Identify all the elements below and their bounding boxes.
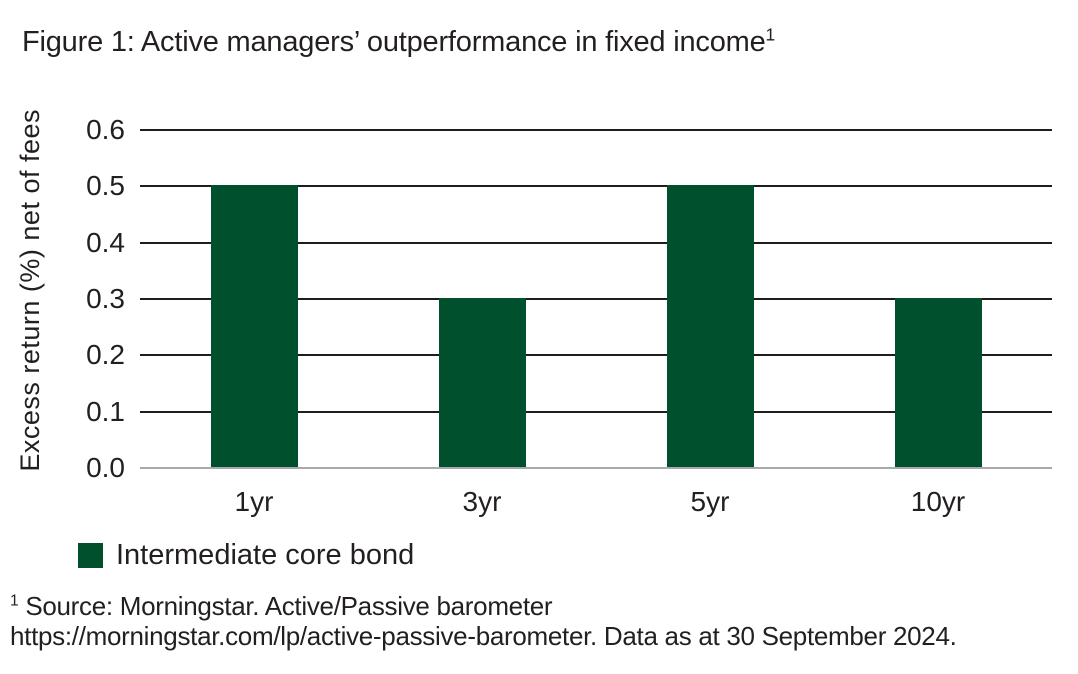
y-tick-label: 0.4: [86, 227, 125, 258]
figure-title: Figure 1: Active managers’ outperformanc…: [22, 26, 775, 59]
legend-label: Intermediate core bond: [116, 539, 415, 571]
gridline: [140, 185, 1052, 187]
gridline: [140, 298, 1052, 300]
gridline: [140, 411, 1052, 413]
bar-10yr: [895, 298, 982, 467]
footnote-line-2: https://morningstar.com/lp/active-passiv…: [10, 621, 957, 651]
bar-1yr: [211, 185, 298, 467]
legend: Intermediate core bond: [78, 539, 414, 572]
legend-swatch: [78, 543, 103, 568]
y-tick-label: 0.2: [86, 339, 125, 370]
x-axis-label: 5yr: [690, 486, 730, 517]
title-footnote-marker: 1: [765, 24, 776, 45]
y-tick-label: 0.6: [86, 114, 125, 145]
footnote: 1 Source: Morningstar. Active/Passive ba…: [10, 591, 957, 651]
bar-3yr: [439, 298, 526, 467]
gridline: [140, 354, 1052, 356]
footnote-source-text: Source: Morningstar. Active/Passive baro…: [25, 591, 553, 621]
y-tick-label: 0.1: [86, 396, 125, 427]
footnote-line-1: 1 Source: Morningstar. Active/Passive ba…: [10, 591, 957, 621]
x-axis-label: 1yr: [234, 486, 274, 517]
bar-5yr: [667, 185, 754, 467]
y-tick-label: 0.0: [86, 452, 125, 483]
y-tick-label: 0.5: [86, 170, 125, 201]
figure-title-text: Figure 1: Active managers’ outperformanc…: [22, 26, 766, 58]
gridline: [140, 129, 1052, 131]
gridline: [140, 242, 1052, 244]
x-axis-label: 3yr: [462, 486, 502, 517]
x-axis-baseline: [140, 467, 1052, 469]
y-tick-label: 0.3: [86, 283, 125, 314]
footnote-marker: 1: [10, 592, 19, 610]
x-axis-label: 10yr: [910, 486, 966, 517]
